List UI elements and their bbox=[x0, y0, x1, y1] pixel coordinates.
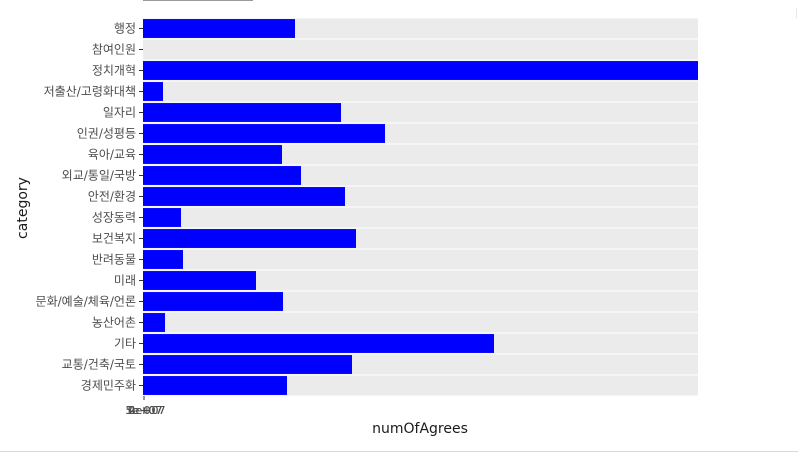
y-tick-label: 경제민주화 bbox=[81, 379, 136, 393]
y-tick-label: 교통/건축/국토 bbox=[62, 358, 136, 372]
bar bbox=[143, 145, 282, 164]
y-tick-label: 저출산/고령화대책 bbox=[44, 84, 136, 99]
bar bbox=[143, 229, 356, 248]
x-tick-label: 1e+07 bbox=[126, 404, 163, 417]
bar bbox=[143, 355, 352, 374]
y-tick-label: 보건복지 bbox=[92, 232, 136, 246]
grid-lines bbox=[143, 17, 698, 397]
bar bbox=[143, 313, 165, 332]
edge-mark bbox=[796, 8, 797, 18]
bar bbox=[143, 334, 494, 353]
y-tick-label: 미래 bbox=[114, 274, 136, 288]
y-tick-label: 참여인원 bbox=[92, 43, 136, 57]
x-tick-label: 4e+07 bbox=[129, 404, 166, 417]
bar bbox=[143, 124, 385, 143]
bar bbox=[143, 61, 698, 80]
y-tick-label: 안전/환경 bbox=[88, 190, 136, 204]
top-divider bbox=[143, 0, 253, 1]
bars bbox=[143, 19, 698, 395]
y-tick-label: 농산어촌 bbox=[92, 316, 136, 330]
y-tick-label: 반려동물 bbox=[92, 253, 136, 267]
x-tick-label: 5e+07 bbox=[126, 404, 163, 417]
y-tick-label: 성장동력 bbox=[92, 211, 136, 225]
bottom-divider bbox=[0, 451, 798, 452]
x-tick-label: 3e+07 bbox=[126, 404, 163, 417]
y-tick-label: 정치개혁 bbox=[92, 64, 136, 78]
y-tick-label: 행정 bbox=[114, 21, 136, 36]
y-tick-label: 인권/성평등 bbox=[77, 127, 136, 141]
bar bbox=[143, 187, 345, 206]
y-tick-label: 문화/예술/체육/언론 bbox=[36, 295, 136, 309]
y-tick-label: 외교/통일/국방 bbox=[62, 169, 136, 183]
bar bbox=[143, 271, 256, 290]
bar bbox=[143, 208, 181, 227]
bar bbox=[143, 19, 295, 38]
y-axis-title: category bbox=[15, 177, 31, 239]
bar bbox=[143, 292, 283, 311]
bar bbox=[143, 82, 163, 101]
x-axis-title: numOfAgrees bbox=[372, 421, 468, 437]
bar bbox=[143, 376, 287, 395]
y-axis-tick-labels: 행정참여인원정치개혁저출산/고령화대책일자리인권/성평등육아/교육외교/통일/국… bbox=[36, 21, 143, 393]
bar bbox=[143, 250, 183, 269]
y-tick-label: 육아/교육 bbox=[88, 148, 136, 162]
y-tick-label: 기타 bbox=[114, 337, 136, 351]
x-tick-label: 0 bbox=[144, 404, 151, 417]
bar bbox=[143, 166, 301, 185]
y-tick-label: 일자리 bbox=[103, 106, 136, 120]
bar bbox=[143, 103, 341, 122]
x-tick-label: 2e+07 bbox=[129, 404, 166, 417]
